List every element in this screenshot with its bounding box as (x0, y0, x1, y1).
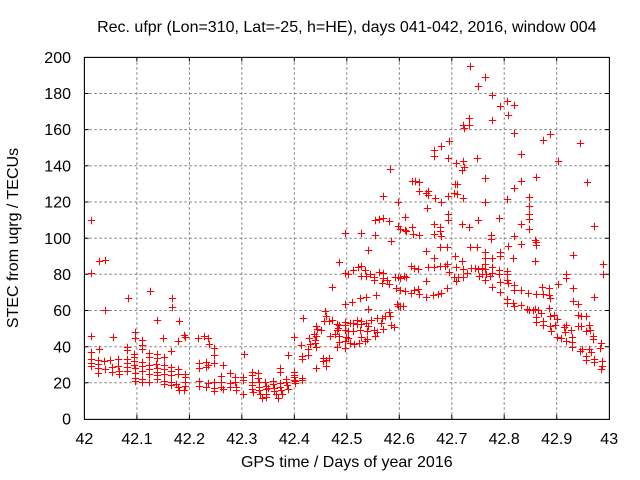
svg-text:200: 200 (44, 50, 71, 67)
svg-text:60: 60 (53, 303, 71, 320)
svg-text:STEC from uqrg / TECUs: STEC from uqrg / TECUs (5, 148, 22, 328)
svg-text:120: 120 (44, 195, 71, 212)
svg-text:42.3: 42.3 (226, 431, 257, 448)
svg-text:160: 160 (44, 122, 71, 139)
svg-text:42: 42 (76, 431, 94, 448)
svg-text:180: 180 (44, 86, 71, 103)
svg-text:42.4: 42.4 (279, 431, 310, 448)
svg-text:80: 80 (53, 267, 71, 284)
svg-text:42.1: 42.1 (121, 431, 152, 448)
svg-text:0: 0 (62, 412, 71, 429)
svg-text:42.7: 42.7 (436, 431, 467, 448)
svg-text:40: 40 (53, 339, 71, 356)
svg-text:20: 20 (53, 375, 71, 392)
svg-text:42.5: 42.5 (331, 431, 362, 448)
svg-text:43: 43 (600, 431, 618, 448)
svg-text:GPS time / Days of year 2016: GPS time / Days of year 2016 (241, 454, 453, 471)
svg-text:42.9: 42.9 (541, 431, 572, 448)
svg-text:42.8: 42.8 (489, 431, 520, 448)
svg-text:140: 140 (44, 158, 71, 175)
svg-text:42.2: 42.2 (174, 431, 205, 448)
svg-text:Rec. ufpr (Lon=310, Lat=-25, h: Rec. ufpr (Lon=310, Lat=-25, h=HE), days… (97, 19, 597, 36)
svg-text:100: 100 (44, 231, 71, 248)
svg-text:42.6: 42.6 (384, 431, 415, 448)
